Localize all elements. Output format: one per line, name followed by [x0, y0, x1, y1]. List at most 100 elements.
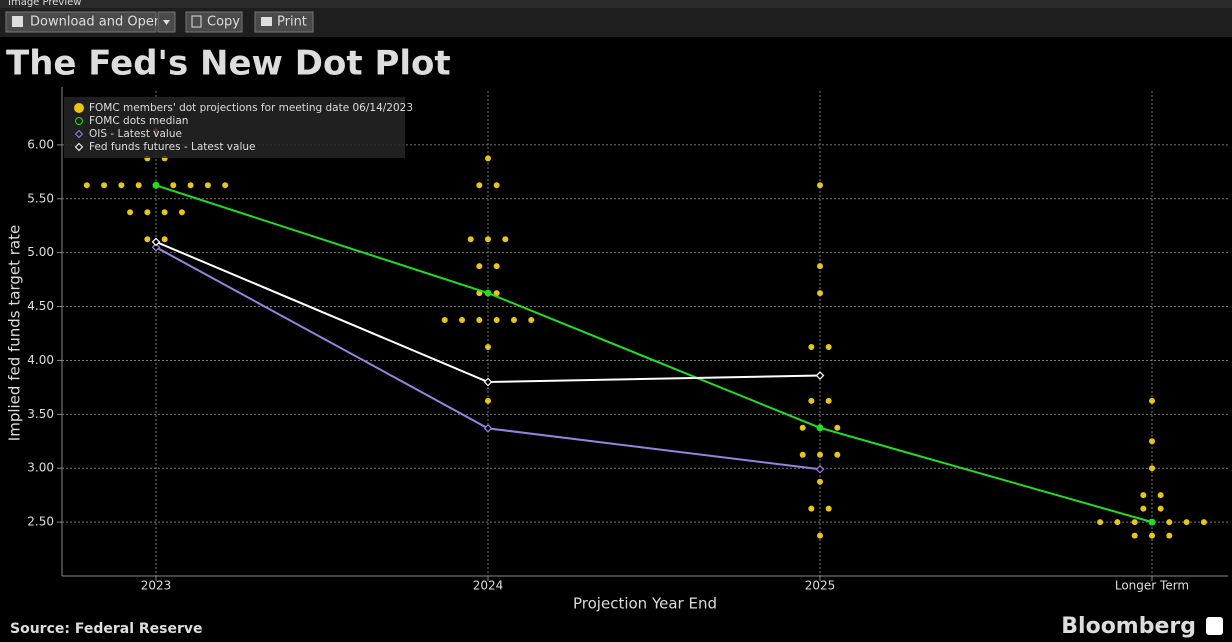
legend-box — [64, 97, 405, 158]
dot — [1149, 438, 1155, 445]
legend-swatch — [74, 142, 84, 152]
dot — [1183, 519, 1190, 526]
dot — [1131, 519, 1138, 526]
dot — [1157, 492, 1164, 499]
dropdown-arrow — [163, 20, 170, 25]
dot — [1200, 519, 1207, 526]
dot — [178, 209, 185, 216]
dot — [817, 478, 823, 485]
title-bar — [0, 0, 1232, 8]
legend-label: FOMC dots median — [89, 115, 188, 127]
save-icon — [12, 16, 23, 27]
dot — [510, 317, 517, 324]
dot — [493, 290, 500, 297]
dot — [187, 182, 194, 189]
dot — [1140, 492, 1147, 499]
diamond-marker — [151, 242, 161, 252]
legend-label: FOMC members' dot projections for meetin… — [89, 102, 413, 114]
legend-swatch — [74, 103, 84, 113]
dot — [817, 451, 823, 458]
dot — [808, 505, 815, 512]
legend-label: Fed funds futures - Latest value — [89, 141, 255, 153]
dot — [817, 532, 823, 539]
dot — [476, 317, 483, 324]
x-tick-label: 2024 — [473, 579, 504, 593]
dot — [485, 155, 491, 162]
download-button[interactable] — [5, 11, 157, 33]
dot — [528, 317, 535, 324]
chart-title: The Fed's New Dot Plot — [6, 44, 451, 84]
dot — [1114, 519, 1121, 526]
x-tick-label: 2025 — [805, 579, 836, 593]
dot — [1149, 397, 1155, 404]
series-line — [155, 184, 1153, 524]
dot — [101, 182, 108, 189]
dot — [161, 209, 168, 216]
y-axis-label: Implied fed funds target rate — [6, 225, 24, 441]
dot — [1149, 532, 1155, 539]
dot — [493, 182, 500, 189]
dot — [476, 263, 483, 270]
dot — [808, 397, 815, 404]
button-label: Download and Open — [30, 15, 162, 30]
dot — [222, 182, 229, 189]
median-marker — [484, 289, 492, 297]
legend-swatch — [74, 129, 84, 139]
dot — [485, 236, 491, 243]
y-tick-label: 6.00 — [27, 137, 54, 151]
y-tick-label: 4.50 — [27, 299, 54, 313]
diamond-marker — [151, 237, 161, 247]
brand-icon — [1206, 617, 1223, 635]
dot — [799, 424, 806, 431]
dot — [467, 236, 474, 243]
dot — [834, 451, 841, 458]
legend-label: OIS - Latest value — [89, 128, 182, 140]
dot — [817, 290, 823, 297]
dot — [1131, 532, 1138, 539]
dot — [1140, 505, 1147, 512]
dot — [1157, 505, 1164, 512]
toolbar — [0, 8, 1232, 37]
dot — [485, 343, 491, 350]
x-tick-label: Longer Term — [1115, 579, 1189, 593]
dot — [1097, 519, 1104, 526]
dot — [825, 343, 832, 350]
diamond-marker — [483, 423, 493, 433]
dot — [1149, 465, 1155, 472]
dot — [834, 424, 841, 431]
median-marker — [152, 181, 160, 189]
diamond-marker — [815, 371, 825, 380]
x-axis-label: Projection Year End — [573, 595, 717, 613]
dot — [144, 236, 151, 243]
diamond-marker — [483, 377, 493, 387]
dot — [144, 209, 151, 216]
dot — [135, 182, 142, 189]
button-label: Print — [277, 15, 307, 30]
y-tick-label: 3.00 — [27, 461, 54, 475]
button-label: Copy — [207, 15, 240, 30]
dot — [1166, 532, 1173, 539]
dot — [204, 182, 211, 189]
diamond-marker — [815, 464, 825, 474]
dot — [493, 263, 500, 270]
dot — [118, 182, 125, 189]
dot — [459, 317, 466, 324]
y-tick-label: 2.50 — [27, 515, 54, 529]
print-icon — [261, 17, 272, 26]
dot — [1166, 519, 1173, 526]
legend-swatch — [75, 117, 83, 125]
dot — [161, 236, 168, 243]
dot — [493, 317, 500, 324]
dot — [817, 182, 823, 189]
y-tick-label: 5.50 — [27, 191, 54, 205]
window-title: Image Preview — [8, 0, 81, 8]
y-tick-label: 3.50 — [27, 407, 54, 421]
x-tick-label: 2023 — [141, 579, 172, 593]
dot — [476, 182, 483, 189]
y-tick-label: 4.00 — [27, 353, 54, 367]
median-marker — [1148, 518, 1156, 526]
dot — [83, 182, 90, 189]
y-tick-label: 5.00 — [27, 245, 54, 259]
